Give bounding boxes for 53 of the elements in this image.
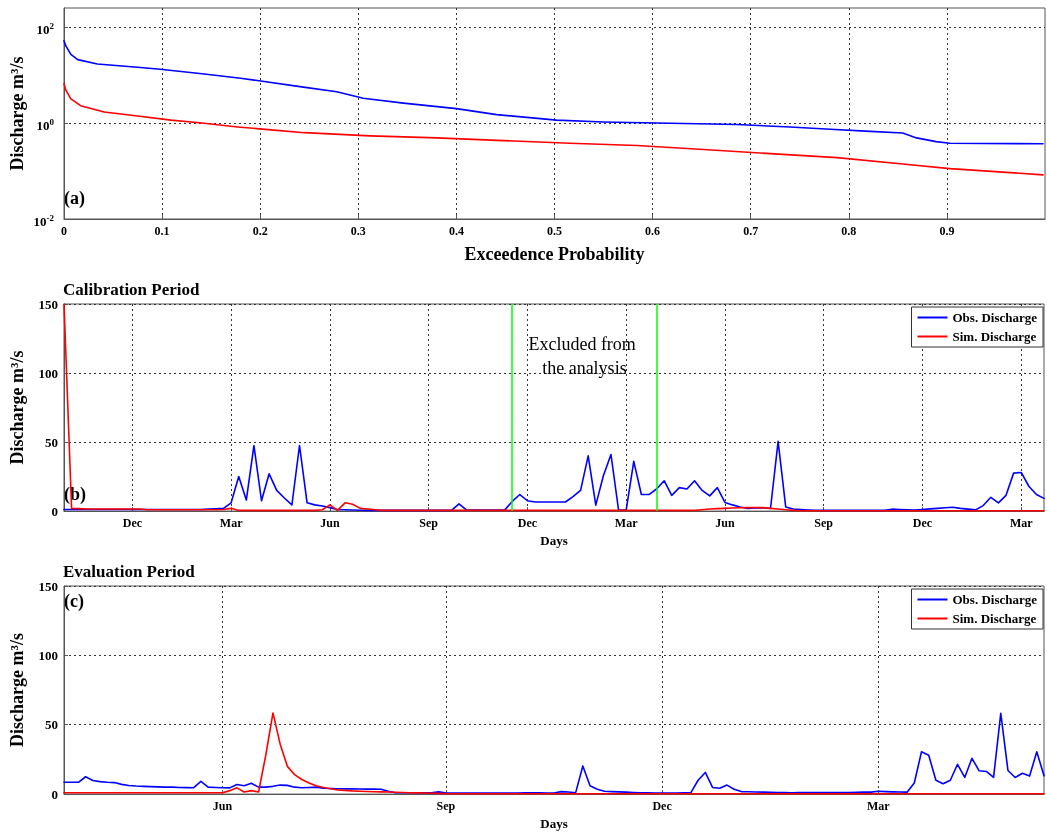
y-tick-label: 50 xyxy=(45,434,58,450)
x-axis-title: Days xyxy=(540,533,568,548)
x-tick-label: Sep xyxy=(814,516,834,531)
line-series xyxy=(63,303,1045,512)
x-tick-label: Dec xyxy=(517,516,538,531)
annotation: Excluded from the analysis xyxy=(528,334,641,378)
y-tick-label: 10$^{-2}$ xyxy=(32,212,54,231)
y-tick-label: 50 xyxy=(45,717,58,733)
x-tick-label: Mar xyxy=(219,516,244,531)
annotation: (c) xyxy=(64,591,84,612)
x-tick-label: Mar xyxy=(1009,516,1034,531)
y-tick-label: 0 xyxy=(51,503,58,519)
x-tick-label: Jun xyxy=(212,799,233,814)
x-tick-label: 0.5 xyxy=(547,224,562,238)
x-tick-label: 0.1 xyxy=(154,224,170,238)
x-tick-label: 0.7 xyxy=(743,224,759,238)
x-tick-label: 0.6 xyxy=(645,224,661,238)
y-tick-label: 10$^{2}$ xyxy=(35,20,54,39)
legend-label: Sim. Discharge xyxy=(952,329,1037,344)
x-tick-label: 0 xyxy=(61,224,67,238)
line-series xyxy=(63,82,1044,176)
x-tick-label: Dec xyxy=(122,516,143,531)
x-tick-label: Mar xyxy=(866,799,891,814)
x-tick-label: Mar xyxy=(614,516,639,531)
x-tick-label: Dec xyxy=(912,516,933,531)
x-tick-label: 0.9 xyxy=(939,224,955,238)
x-tick-label: Dec xyxy=(652,799,673,814)
y-tick-label: 100 xyxy=(38,647,58,663)
chart-title: Evaluation Period xyxy=(63,562,196,581)
y-axis-title: Discharge m³/s xyxy=(7,350,27,465)
legend-label: Obs. Discharge xyxy=(952,310,1038,325)
x-tick-label: Sep xyxy=(436,799,456,814)
y-tick-label: 10$^{0}$ xyxy=(36,117,54,134)
x-tick-label: Jun xyxy=(320,516,340,531)
x-tick-label: Sep xyxy=(419,516,439,531)
x-axis-title: Days xyxy=(540,816,568,831)
legend-label: Obs. Discharge xyxy=(952,592,1038,607)
x-tick-label: 0.8 xyxy=(841,224,857,238)
y-axis-title: Discharge m³/s xyxy=(7,633,27,747)
annotation: (a) xyxy=(64,188,85,209)
x-axis-title: Exceedence Probability xyxy=(464,244,645,264)
chart-title: Calibration Period xyxy=(63,280,201,299)
x-tick-label: 0.2 xyxy=(252,224,268,238)
y-tick-label: 150 xyxy=(38,296,58,312)
legend-label: Sim. Discharge xyxy=(952,611,1037,626)
x-tick-label: Jun xyxy=(715,516,735,531)
y-tick-label: 150 xyxy=(38,578,58,594)
x-tick-label: 0.4 xyxy=(448,224,464,238)
x-tick-label: 0.3 xyxy=(350,224,366,238)
y-tick-label: 100 xyxy=(38,365,58,381)
y-tick-label: 0 xyxy=(51,786,58,802)
y-axis-title: Discharge m³/s xyxy=(7,56,27,171)
line-series xyxy=(63,39,1044,145)
